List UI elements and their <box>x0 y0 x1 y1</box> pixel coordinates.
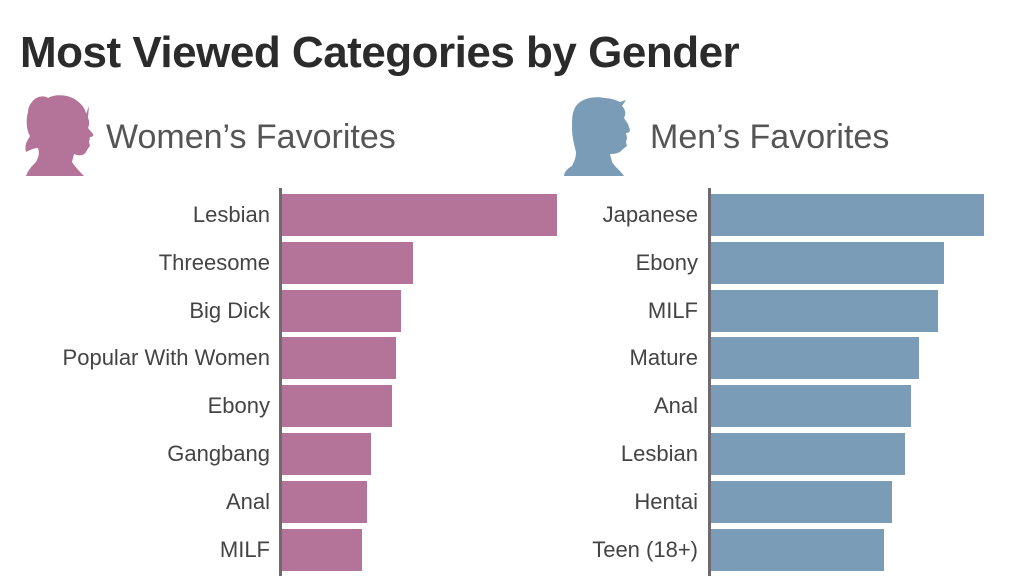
men-bar <box>711 481 892 523</box>
men-bar <box>711 385 911 427</box>
men-category-label: Anal <box>653 393 698 418</box>
men-axis-line <box>708 188 711 576</box>
women-panel-header: Women’s Favorites <box>18 92 396 182</box>
women-bar <box>282 242 413 284</box>
women-axis-line <box>279 188 282 576</box>
male-silhouette-icon <box>564 97 630 176</box>
men-panel-heading: Men’s Favorites <box>650 117 890 156</box>
women-category-label: Lesbian <box>192 202 270 227</box>
men-bar <box>711 290 938 332</box>
women-category-label: Threesome <box>158 250 270 275</box>
women-bar <box>282 529 362 571</box>
women-bar <box>282 385 392 427</box>
women-bar <box>282 290 401 332</box>
men-category-label: Lesbian <box>620 441 698 466</box>
men-panel-header: Men’s Favorites <box>560 92 889 182</box>
women-bar <box>282 194 557 236</box>
men-bar <box>711 433 905 475</box>
men-category-label: Teen (18+) <box>592 537 698 562</box>
men-category-label: Ebony <box>635 250 698 275</box>
men-bar <box>711 194 984 236</box>
women-panel-heading: Women’s Favorites <box>106 117 396 156</box>
men-category-label: Hentai <box>634 489 698 514</box>
women-category-label: Anal <box>225 489 270 514</box>
men-bar <box>711 529 884 571</box>
women-category-label: Big Dick <box>189 298 270 323</box>
women-category-label: Gangbang <box>167 441 270 466</box>
men-bar <box>711 337 919 379</box>
female-silhouette-icon <box>25 95 94 176</box>
women-category-label: Popular With Women <box>62 345 270 370</box>
men-bar <box>711 242 944 284</box>
women-category-label: Ebony <box>207 393 270 418</box>
women-bar <box>282 433 371 475</box>
men-category-label: MILF <box>647 298 698 323</box>
women-bar <box>282 337 396 379</box>
men-category-label: Mature <box>629 345 698 370</box>
women-category-label: MILF <box>219 537 270 562</box>
chart-title: Most Viewed Categories by Gender <box>20 28 740 77</box>
women-bar <box>282 481 367 523</box>
men-category-label: Japanese <box>602 202 698 227</box>
